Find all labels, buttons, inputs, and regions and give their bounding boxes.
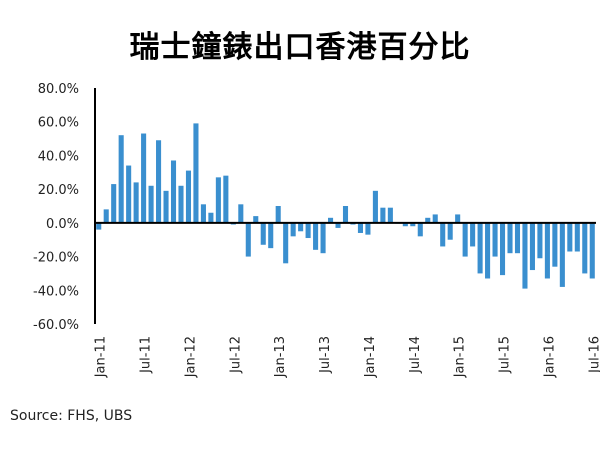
bar bbox=[447, 222, 453, 240]
bar bbox=[537, 222, 543, 259]
x-tick-label: Jul-12 bbox=[228, 336, 243, 374]
bar bbox=[275, 206, 281, 223]
x-tick-label: Jan-13 bbox=[273, 336, 288, 378]
y-tick-label: -20.0% bbox=[33, 251, 79, 266]
bar bbox=[245, 222, 251, 257]
bar bbox=[470, 222, 476, 247]
bar bbox=[238, 204, 244, 223]
bar bbox=[178, 185, 184, 223]
bar bbox=[215, 177, 221, 223]
bar bbox=[440, 222, 446, 247]
bar bbox=[298, 222, 304, 232]
y-tick-label: 0.0% bbox=[46, 217, 79, 232]
bar bbox=[365, 222, 371, 235]
bar bbox=[141, 133, 147, 223]
bar bbox=[567, 222, 573, 252]
y-tick-label: -60.0% bbox=[33, 318, 79, 333]
bar bbox=[522, 222, 528, 289]
bar bbox=[111, 184, 117, 223]
bar bbox=[170, 160, 177, 223]
bar bbox=[499, 222, 506, 276]
x-tick-label: Jul-15 bbox=[498, 336, 513, 374]
bar bbox=[268, 222, 274, 249]
x-tick-label: Jan-11 bbox=[94, 336, 109, 378]
bar bbox=[193, 123, 199, 223]
bar bbox=[514, 222, 521, 254]
x-tick-label: Jan-15 bbox=[453, 336, 468, 378]
bar bbox=[432, 214, 438, 223]
bar bbox=[223, 175, 229, 223]
bar bbox=[185, 170, 192, 223]
bar bbox=[455, 214, 461, 223]
x-tick-label: Jul-16 bbox=[587, 336, 600, 374]
x-tick-label: Jul-13 bbox=[318, 336, 333, 374]
bar bbox=[103, 209, 109, 223]
bar bbox=[582, 222, 588, 274]
bar bbox=[148, 185, 154, 223]
bar bbox=[290, 222, 296, 237]
y-tick-label: 80.0% bbox=[38, 82, 79, 97]
x-tick-label: Jul-14 bbox=[408, 336, 423, 374]
x-tick-label: Jan-16 bbox=[542, 336, 557, 378]
bar bbox=[387, 207, 393, 223]
bar bbox=[260, 222, 266, 245]
bar bbox=[477, 222, 483, 274]
bar bbox=[559, 222, 565, 287]
bar bbox=[200, 204, 206, 223]
bar bbox=[208, 212, 214, 223]
bar bbox=[328, 217, 334, 223]
bar bbox=[372, 190, 378, 223]
bar bbox=[305, 222, 311, 239]
bar bbox=[462, 222, 468, 257]
bar bbox=[313, 222, 319, 250]
bar bbox=[529, 222, 535, 271]
x-tick-label: Jul-11 bbox=[139, 336, 154, 374]
y-tick-label: -40.0% bbox=[33, 284, 79, 299]
bar bbox=[357, 222, 363, 233]
bar bbox=[589, 222, 595, 279]
bar bbox=[544, 222, 550, 279]
y-tick-label: 20.0% bbox=[38, 183, 79, 198]
bar bbox=[163, 190, 169, 223]
source-note: Source: FHS, UBS bbox=[10, 408, 133, 424]
bar bbox=[156, 140, 162, 223]
bar bbox=[118, 135, 124, 223]
bar bbox=[485, 222, 491, 279]
bar bbox=[425, 217, 431, 223]
bar bbox=[96, 222, 102, 230]
bar bbox=[320, 222, 326, 254]
bar bbox=[417, 222, 423, 237]
y-tick-label: 60.0% bbox=[38, 116, 79, 131]
bar bbox=[133, 182, 139, 223]
chart-title: 瑞士鐘錶出口香港百分比 bbox=[129, 30, 471, 65]
bar bbox=[492, 222, 498, 257]
bar bbox=[410, 222, 416, 227]
bar bbox=[402, 222, 408, 227]
bar bbox=[335, 222, 341, 228]
y-tick-label: 40.0% bbox=[38, 149, 79, 164]
bar bbox=[253, 216, 259, 223]
bar bbox=[342, 206, 349, 223]
bar bbox=[507, 222, 513, 254]
bar bbox=[574, 222, 580, 252]
bar bbox=[552, 222, 558, 267]
x-tick-label: Jan-14 bbox=[363, 336, 378, 378]
bar bbox=[380, 207, 386, 223]
bar bbox=[126, 165, 132, 223]
x-tick-label: Jan-12 bbox=[183, 336, 198, 378]
bar bbox=[283, 222, 289, 264]
